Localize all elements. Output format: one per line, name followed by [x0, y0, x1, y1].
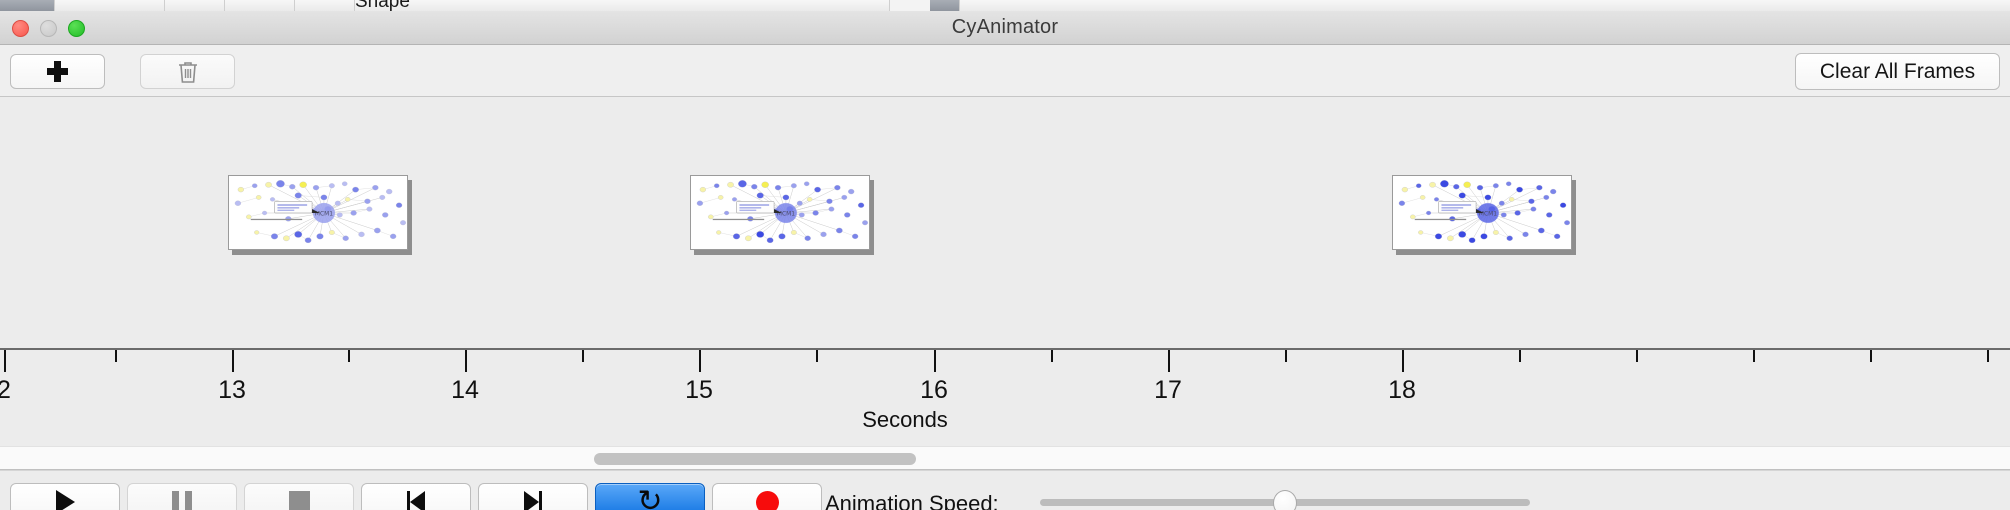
plus-icon	[47, 61, 68, 82]
axis-minor-tick	[1870, 350, 1872, 362]
window-traffic-lights	[12, 20, 85, 37]
minimize-button[interactable]	[40, 20, 57, 37]
bg-chip	[225, 0, 295, 11]
axis-major-tick	[1168, 350, 1170, 372]
axis-title: Seconds	[862, 407, 948, 432]
axis-minor-tick	[816, 350, 818, 362]
bg-chip	[930, 0, 960, 11]
axis-minor-tick	[348, 350, 350, 362]
delete-frame-button[interactable]	[140, 54, 235, 89]
add-frame-button[interactable]	[10, 54, 105, 89]
timeline-scrollbar[interactable]	[0, 446, 2010, 470]
window-title: CyAnimator	[951, 16, 1059, 38]
axis-minor-tick	[1753, 350, 1755, 362]
zoom-button[interactable]	[68, 20, 85, 37]
skip-forward-icon	[524, 490, 542, 510]
stop-button[interactable]	[244, 483, 354, 510]
loop-button[interactable]: ↻	[595, 483, 705, 510]
axis-tick-label: 15	[685, 376, 713, 404]
timeline-track[interactable]: MCM1 MCM1	[0, 97, 2010, 350]
bg-chip	[165, 0, 225, 11]
timeline-axis: Seconds 2 13 14 15 16 17 18	[0, 350, 2010, 446]
axis-tick-label: 14	[451, 376, 479, 404]
axis-minor-tick	[1519, 350, 1521, 362]
background-partial-label: Shape	[355, 0, 410, 12]
playback-controls: ↻ Animation Speed:	[0, 470, 2010, 510]
svg-text:MCM1: MCM1	[315, 211, 333, 217]
axis-major-tick	[934, 350, 936, 372]
record-button[interactable]	[712, 483, 822, 510]
animation-speed-label: Animation Speed:	[825, 491, 999, 510]
axis-major-tick	[4, 350, 6, 372]
play-button[interactable]	[10, 483, 120, 510]
animation-speed-slider-thumb[interactable]	[1273, 490, 1297, 510]
cyanimator-window: CyAnimator Clear All Frames	[0, 11, 2010, 510]
next-frame-button[interactable]	[478, 483, 588, 510]
clear-all-frames-button[interactable]: Clear All Frames	[1795, 53, 2000, 90]
pause-icon	[172, 490, 192, 510]
bg-chip	[295, 0, 355, 11]
loop-icon: ↻	[637, 484, 663, 510]
axis-minor-tick	[1051, 350, 1053, 362]
axis-major-tick	[465, 350, 467, 372]
axis-tick-label: 16	[920, 376, 948, 404]
network-graph-preview: MCM1	[1393, 176, 1571, 249]
axis-major-tick	[1402, 350, 1404, 372]
play-icon	[55, 490, 75, 510]
axis-tick-label: 18	[1388, 376, 1416, 404]
skip-back-icon	[407, 490, 425, 510]
axis-major-tick	[699, 350, 701, 372]
trash-icon	[177, 60, 199, 84]
axis-tick-label: 13	[218, 376, 246, 404]
pause-button[interactable]	[127, 483, 237, 510]
frame-toolbar: Clear All Frames	[0, 45, 2010, 97]
svg-text:MCM1: MCM1	[1479, 211, 1497, 217]
axis-tick-label: 17	[1154, 376, 1182, 404]
axis-minor-tick	[582, 350, 584, 362]
stop-icon	[288, 490, 310, 510]
network-graph-preview: MCM1	[691, 176, 869, 249]
window-titlebar[interactable]: CyAnimator	[0, 11, 2010, 45]
previous-frame-button[interactable]	[361, 483, 471, 510]
clear-all-frames-label: Clear All Frames	[1819, 59, 1976, 83]
axis-minor-tick	[1636, 350, 1638, 362]
axis-minor-tick	[1987, 350, 1989, 362]
axis-minor-tick	[1285, 350, 1287, 362]
timeline-frame-thumbnail[interactable]: MCM1	[1392, 175, 1572, 250]
axis-minor-tick	[115, 350, 117, 362]
bg-chip	[960, 0, 2010, 11]
axis-tick-label: 2	[0, 376, 11, 404]
timeline-frame-thumbnail[interactable]: MCM1	[690, 175, 870, 250]
axis-major-tick	[232, 350, 234, 372]
bg-chip	[55, 0, 165, 11]
bg-chip	[355, 0, 890, 11]
bg-chip	[0, 0, 55, 11]
timeline-scrollbar-thumb[interactable]	[594, 453, 916, 465]
svg-text:MCM1: MCM1	[777, 211, 795, 217]
timeline-frame-thumbnail[interactable]: MCM1	[228, 175, 408, 250]
network-graph-preview: MCM1	[229, 176, 407, 249]
close-button[interactable]	[12, 20, 29, 37]
animation-speed-slider[interactable]	[1040, 490, 1530, 510]
record-icon	[755, 490, 779, 510]
